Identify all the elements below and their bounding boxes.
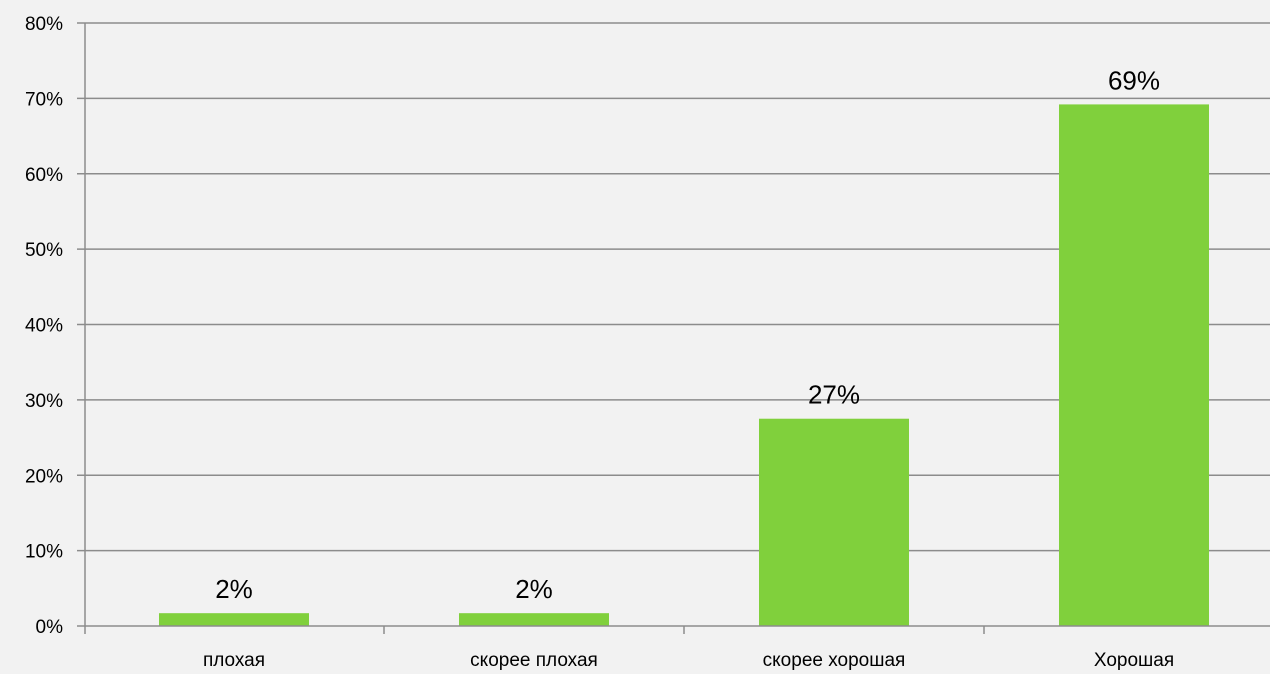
y-tick-label: 70%	[25, 89, 63, 110]
y-tick-label: 20%	[25, 466, 63, 487]
y-tick-label: 80%	[25, 14, 63, 35]
data-label: 69%	[1108, 65, 1160, 95]
y-tick-label: 30%	[25, 391, 63, 412]
bar	[1059, 104, 1209, 626]
x-tick-label: скорее плохая	[470, 650, 598, 671]
axes	[77, 22, 1270, 634]
x-tick-label: Хорошая	[1094, 650, 1174, 671]
labels: 0% 10% 20% 30% 40% 50% 60% 70% 80% 2% плохая 2% скор…	[25, 14, 1174, 671]
y-tick-label: 0%	[36, 617, 64, 638]
bar	[759, 418, 909, 626]
bar	[159, 613, 309, 626]
data-label: 2%	[215, 574, 253, 604]
gridlines	[85, 22, 1270, 552]
y-tick-label: 40%	[25, 316, 63, 337]
bar	[459, 613, 609, 626]
x-tick-label: скорее хорошая	[763, 650, 906, 671]
bars	[159, 104, 1209, 626]
x-tick-label: плохая	[203, 650, 265, 671]
data-label: 2%	[515, 574, 553, 604]
y-tick-label: 60%	[25, 165, 63, 186]
y-tick-label: 10%	[25, 542, 63, 563]
data-label: 27%	[808, 380, 860, 410]
y-tick-label: 50%	[25, 240, 63, 261]
